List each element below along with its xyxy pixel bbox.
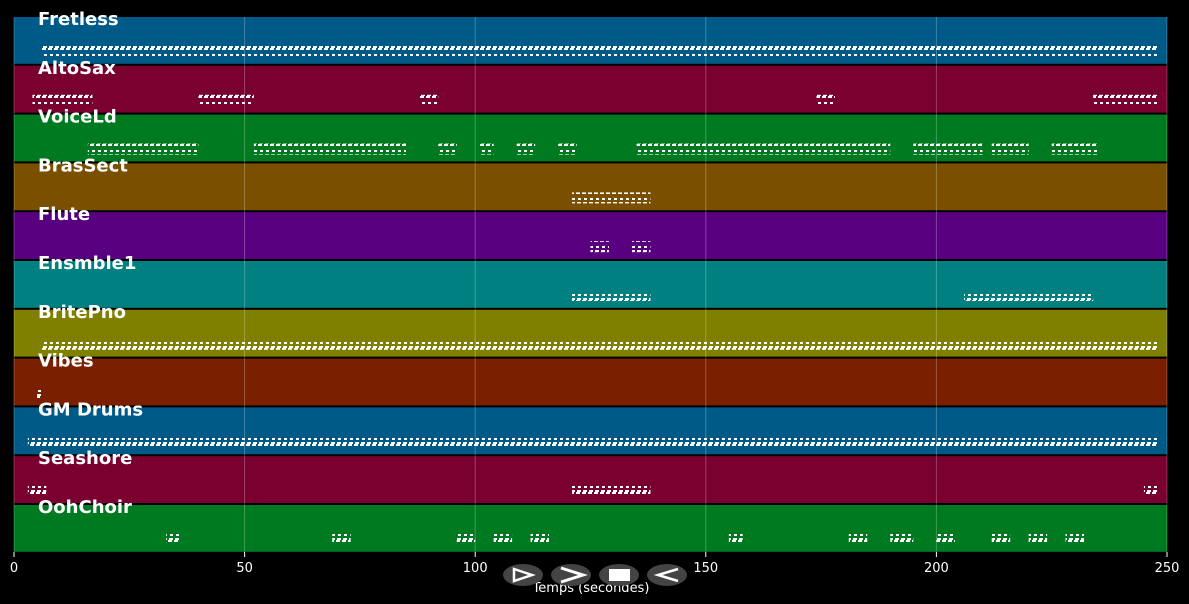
note-segment (419, 94, 439, 106)
note-segment (572, 485, 651, 497)
note-segment (456, 534, 476, 545)
note-segment (41, 338, 1158, 350)
track-label: OohChoir (38, 497, 132, 518)
note-segment (728, 534, 743, 545)
x-tick-label: 50 (236, 561, 253, 576)
note-segment (936, 534, 955, 545)
note-segment (253, 143, 407, 155)
note-segment (848, 534, 868, 545)
note-segment (332, 534, 351, 545)
note-segment (493, 534, 513, 545)
note-segment (1028, 534, 1048, 545)
note-segment (516, 143, 536, 155)
note-segment (87, 143, 199, 155)
note-segment (632, 241, 651, 253)
x-tick-label: 100 (463, 561, 488, 576)
stop-button[interactable] (599, 564, 639, 586)
note-segment (438, 143, 457, 155)
note-segment (558, 143, 577, 155)
forward-button[interactable] (551, 564, 591, 586)
rewind-button[interactable] (647, 564, 687, 586)
note-segment (37, 387, 42, 399)
note-segment (890, 534, 914, 545)
x-tick-label: 200 (924, 561, 949, 576)
track-label: GM Drums (38, 399, 143, 420)
note-segment (636, 143, 891, 155)
note-segment (1143, 485, 1158, 497)
play-button[interactable] (503, 564, 543, 586)
note-segment (590, 241, 609, 253)
note-segment (816, 94, 835, 106)
x-tick-label: 250 (1155, 561, 1180, 576)
track-row (14, 65, 1167, 113)
note-segment (1051, 143, 1098, 155)
track-label: BritePno (38, 302, 126, 323)
track-row (14, 358, 1167, 406)
playback-controls (503, 564, 687, 586)
note-segment (27, 485, 47, 497)
note-segment (27, 436, 1158, 448)
note-segment (198, 94, 254, 106)
note-segment (964, 290, 1094, 301)
note-segment (32, 94, 93, 106)
note-segment (41, 46, 1158, 57)
track-label: Flute (38, 204, 90, 225)
note-segment (991, 534, 1011, 545)
track-label: Seashore (38, 448, 132, 469)
track-label: Vibes (38, 351, 94, 372)
note-segment (479, 143, 494, 155)
note-segment (1093, 94, 1158, 106)
track-label: VoiceLd (38, 107, 117, 128)
note-segment (166, 534, 181, 545)
track-label: Ensmble1 (38, 253, 136, 274)
track-label: Fretless (38, 9, 119, 30)
note-segment (913, 143, 983, 155)
x-tick-label: 150 (693, 561, 718, 576)
track-label: BrasSect (38, 155, 128, 176)
note-segment (1065, 534, 1084, 545)
track-row (14, 505, 1167, 552)
track-label: AltoSax (38, 58, 116, 79)
note-segment (572, 192, 651, 204)
note-segment (530, 534, 549, 545)
note-segment (572, 290, 651, 301)
note-segment (991, 143, 1029, 155)
x-tick-label: 0 (10, 561, 18, 576)
